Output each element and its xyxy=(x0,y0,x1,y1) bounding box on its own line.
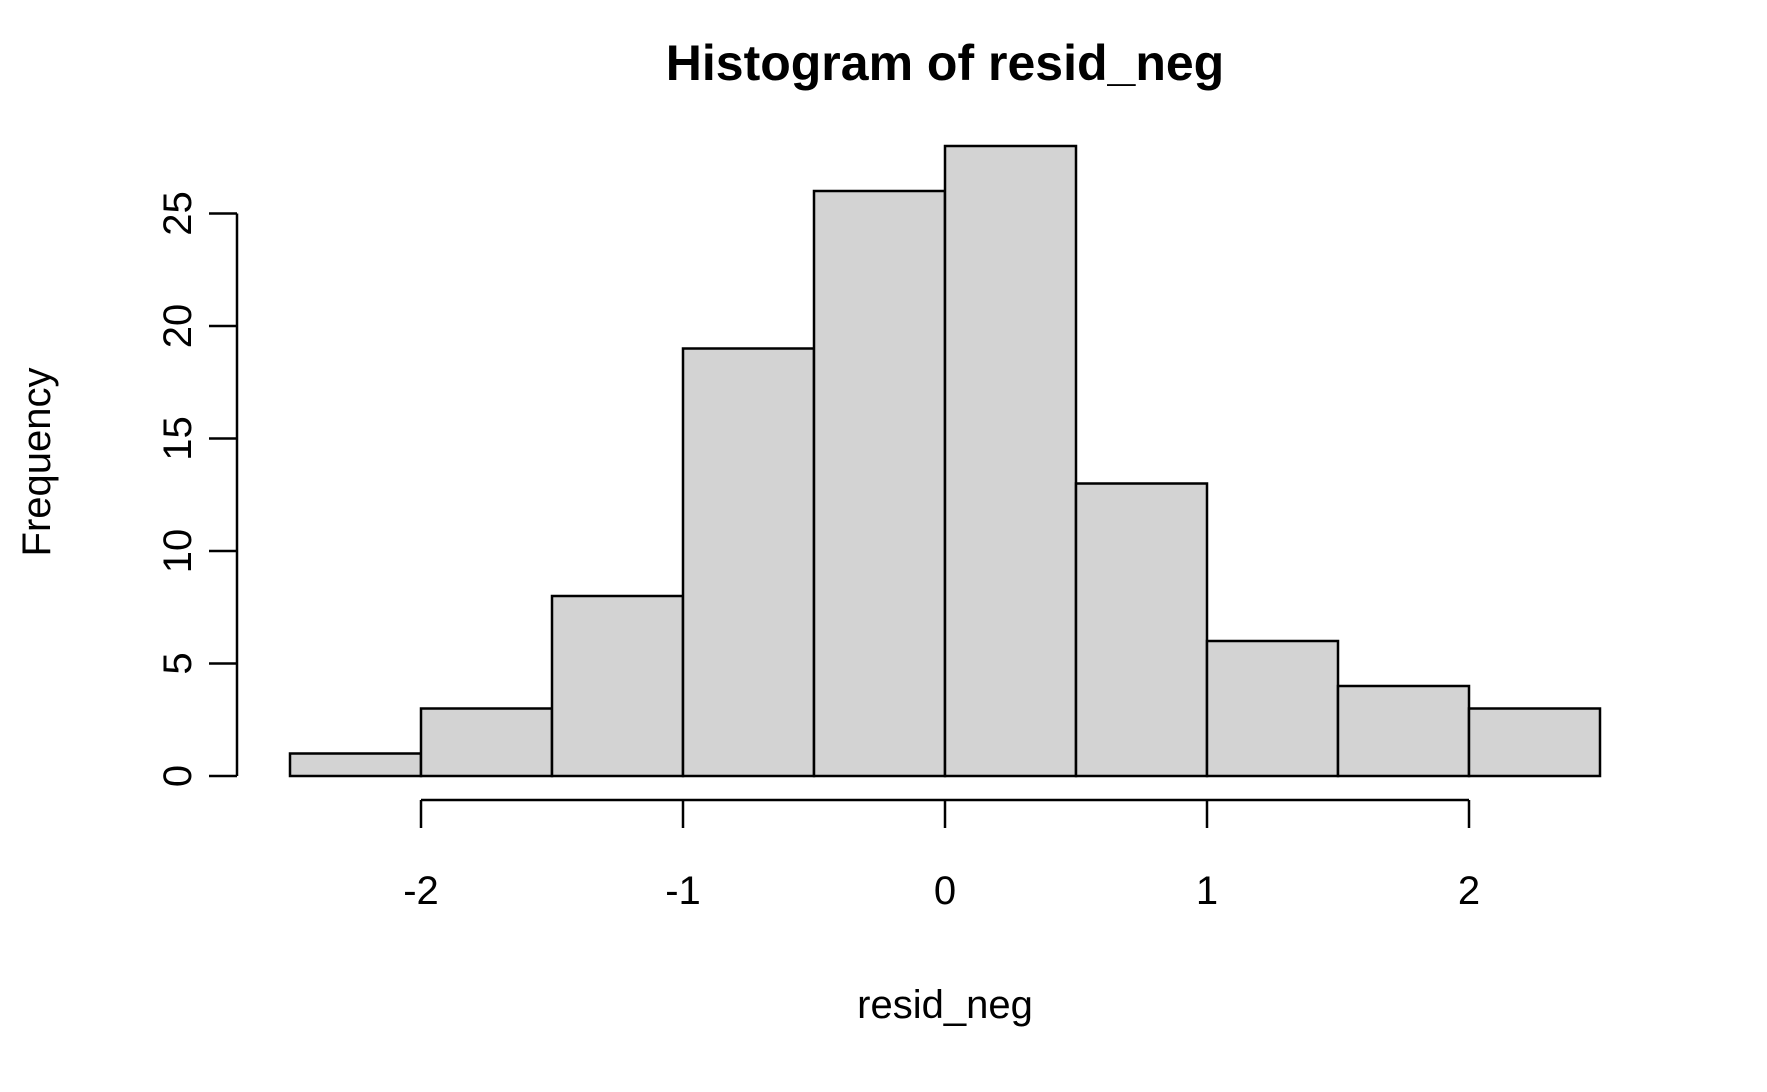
histogram-bar-9 xyxy=(1467,707,1602,778)
x-axis-label: resid_neg xyxy=(857,983,1033,1027)
histogram-bar-2 xyxy=(550,594,685,778)
x-tick-label-0: -2 xyxy=(403,869,439,913)
histogram-bar-3 xyxy=(681,347,816,778)
y-tick-label-1: 5 xyxy=(156,652,200,674)
histogram-bar-8 xyxy=(1336,684,1471,778)
histogram-bar-7 xyxy=(1205,639,1340,778)
y-tick-label-5: 25 xyxy=(156,191,200,236)
y-tick-label-3: 15 xyxy=(156,416,200,461)
y-axis: 0 5 10 15 20 25 xyxy=(156,191,239,787)
y-tick-label-4: 20 xyxy=(156,304,200,349)
y-axis-label: Frequency xyxy=(15,368,59,557)
histogram-bar-0 xyxy=(288,752,423,778)
histogram-bar-4 xyxy=(812,189,947,778)
x-tick-label-1: -1 xyxy=(665,869,701,913)
histogram-bar-1 xyxy=(419,707,554,778)
x-tick-label-2: 0 xyxy=(934,869,956,913)
histogram-bars xyxy=(288,144,1602,778)
x-tick-label-4: 2 xyxy=(1458,869,1480,913)
y-tick-label-0: 0 xyxy=(156,765,200,787)
x-tick-label-3: 1 xyxy=(1196,869,1218,913)
chart-title: Histogram of resid_neg xyxy=(666,35,1224,91)
x-axis: -2 -1 0 1 2 xyxy=(403,798,1480,913)
histogram-bar-5 xyxy=(943,144,1078,778)
y-tick-label-2: 10 xyxy=(156,529,200,574)
histogram-bar-6 xyxy=(1074,482,1209,778)
